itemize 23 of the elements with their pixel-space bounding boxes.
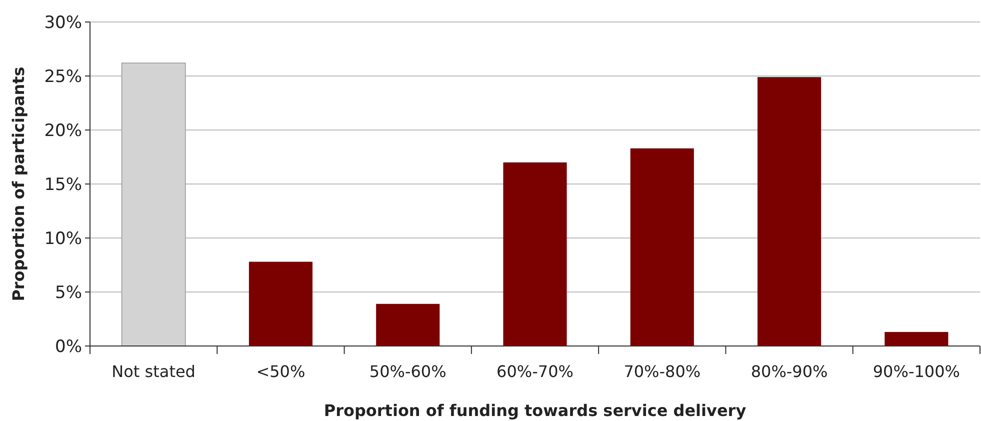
x-tick-label: 60%-70% [496,362,574,381]
y-tick-label: 20% [44,120,82,141]
y-tick-label: 5% [55,282,82,303]
bar [884,332,948,346]
x-axis-title: Proportion of funding towards service delivery [324,401,747,420]
x-tick-label: <50% [256,362,306,381]
bar [630,148,694,346]
y-tick-label: 15% [44,174,82,195]
x-tick-label: 70%-80% [624,362,701,381]
y-tick-label: 25% [44,66,82,87]
y-axis-title: Proportion of participants [9,66,28,302]
bar [248,262,312,346]
x-tick-label: 80%-90% [750,362,828,381]
bar [121,62,186,346]
y-tick-label: 0% [55,336,82,357]
bar [503,162,567,346]
x-tick-label: 90%-100% [872,362,960,381]
bar [758,77,822,346]
y-tick-label: 30% [44,12,82,33]
y-tick-label: 10% [44,228,82,249]
bar [376,304,440,346]
x-tick-label: 50%-60% [369,362,446,381]
x-tick-label: Not stated [112,362,196,381]
